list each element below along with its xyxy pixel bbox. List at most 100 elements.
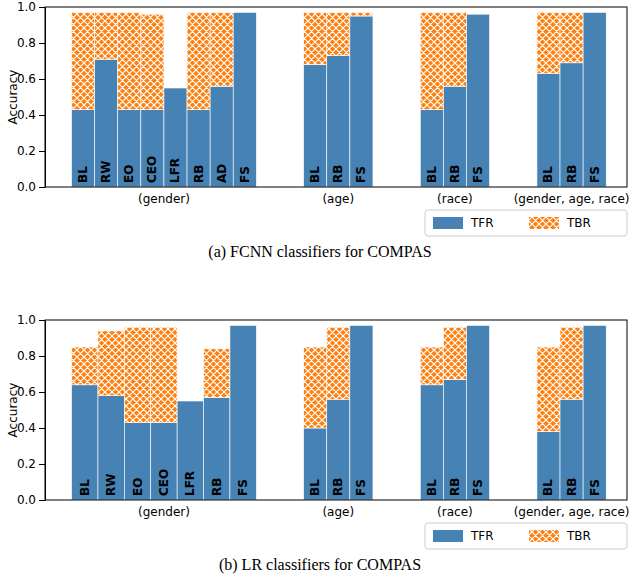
bar-segment — [164, 88, 187, 187]
bar-segment — [177, 401, 203, 402]
tick-mark — [39, 464, 45, 465]
bar-segment — [537, 74, 560, 187]
panel: 0.00.20.40.60.81.0AccuracyBLRWEOCEOLFRRB… — [6, 313, 630, 574]
bar-segment — [443, 86, 466, 187]
bar-segment — [466, 325, 489, 326]
tick-mark — [39, 7, 45, 8]
group-label: (gender, age, race) — [514, 505, 630, 519]
bar-label: BL — [425, 166, 439, 183]
bar-segment — [151, 327, 177, 422]
bar-label: EO — [122, 165, 136, 183]
bar-segment — [95, 59, 118, 187]
bar-segment — [560, 63, 583, 187]
tick-label: 0.6 — [17, 385, 36, 399]
bar-segment — [350, 16, 373, 187]
bar-label: BL — [308, 166, 322, 183]
bar-label: FS — [354, 479, 368, 496]
bar-segment — [124, 423, 150, 500]
bars — [72, 325, 607, 500]
bar-label: FS — [354, 166, 368, 183]
bar-segment — [420, 110, 443, 187]
tick: 0.8 — [17, 349, 45, 363]
bar-segment — [304, 428, 327, 500]
bar-label: EO — [131, 478, 145, 496]
tick: 0.0 — [17, 180, 45, 194]
axis-line — [45, 8, 46, 188]
bar-label: CEO — [145, 156, 159, 183]
bar-segment — [537, 12, 560, 73]
figure: 0.00.20.40.60.81.0AccuracyBLRWEOCEOLFRRB… — [0, 0, 640, 584]
axis-title: Accuracy — [6, 383, 20, 438]
bar-segment — [560, 399, 583, 500]
legend-swatch — [433, 530, 463, 542]
tick-label: 1.0 — [17, 313, 36, 327]
axis-title: Accuracy — [6, 70, 20, 125]
bar-segment — [304, 65, 327, 187]
bar-segment — [230, 325, 256, 326]
legend: TFRTBR — [425, 523, 627, 549]
bar-segment — [141, 110, 164, 187]
legend-swatch — [529, 217, 559, 229]
tick-label: 0.8 — [17, 349, 36, 363]
bar-segment — [304, 12, 327, 64]
bar-segment — [230, 325, 256, 500]
group-label: (age) — [322, 505, 354, 519]
bar-label: FS — [238, 166, 252, 183]
tick-label: 0.6 — [17, 72, 36, 86]
bar-segment — [98, 331, 124, 396]
bar-segment — [443, 327, 466, 379]
bar-segment — [327, 327, 350, 399]
bar-segment — [204, 397, 230, 500]
tick-label: 0.2 — [17, 457, 36, 471]
bar-segment — [210, 12, 233, 86]
legend-swatch — [529, 530, 559, 542]
tick-mark — [39, 356, 45, 357]
group-label: (gender, age, race) — [514, 192, 630, 206]
bar-label: LFR — [168, 158, 182, 183]
bar-label: RB — [565, 165, 579, 183]
bar-segment — [304, 347, 327, 428]
bar-label: RB — [448, 165, 462, 183]
bar-label: LFR — [183, 471, 197, 496]
tick-mark — [39, 43, 45, 44]
bar-label: RB — [210, 478, 224, 496]
tick-mark — [39, 187, 45, 188]
bar-label: BL — [541, 166, 555, 183]
bar-segment — [164, 88, 187, 89]
bar-segment — [210, 86, 233, 187]
bar-label: RB — [448, 478, 462, 496]
tick: 0.6 — [17, 385, 45, 399]
bar-segment — [466, 325, 489, 500]
bar-label: RW — [99, 161, 113, 183]
bar-segment — [118, 110, 141, 187]
bar-segment — [72, 385, 98, 500]
bar-segment — [443, 12, 466, 86]
bar-segment — [560, 327, 583, 399]
bar-segment — [466, 14, 489, 15]
bar-label: CEO — [157, 469, 171, 496]
group-label: (gender) — [138, 505, 190, 519]
y-axis: 0.00.20.40.60.81.0 — [17, 0, 46, 194]
bar-label: BL — [425, 479, 439, 496]
bar-segment — [420, 347, 443, 385]
bar-segment — [151, 423, 177, 500]
bar-segment — [177, 401, 203, 500]
tick-mark — [39, 151, 45, 152]
tick: 0.8 — [17, 36, 45, 50]
legend: TFRTBR — [425, 210, 627, 236]
group-label: (age) — [322, 192, 354, 206]
bar-label: FS — [588, 166, 602, 183]
group-label: (race) — [437, 505, 473, 519]
bar-label: FS — [588, 479, 602, 496]
legend-label: TBR — [566, 216, 591, 230]
bar-segment — [233, 12, 256, 13]
bar-segment — [187, 110, 210, 187]
group-label: (race) — [437, 192, 473, 206]
bar-label: RB — [565, 478, 579, 496]
bar-segment — [350, 12, 373, 16]
bar-segment — [327, 56, 350, 187]
tick-label: 0.8 — [17, 36, 36, 50]
caption: (a) FCNN classifiers for COMPAS — [208, 243, 431, 261]
bar-segment — [443, 379, 466, 500]
bar-label: BL — [76, 166, 90, 183]
